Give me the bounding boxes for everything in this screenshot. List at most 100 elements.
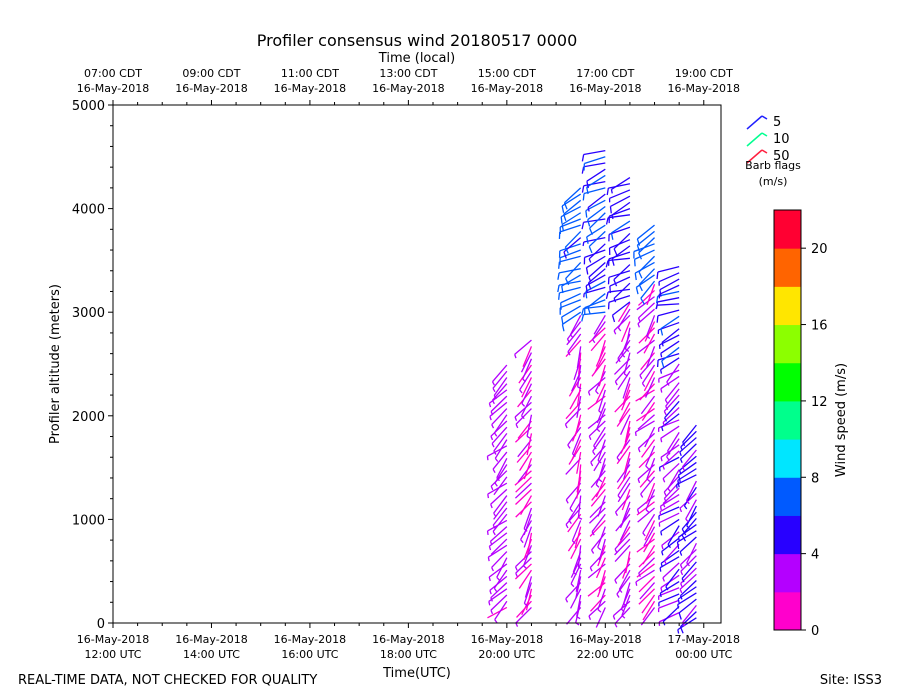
wind-barb-flag xyxy=(563,251,567,259)
wind-barb-flag xyxy=(490,597,493,602)
wind-barb xyxy=(639,383,656,401)
colorbar-segment xyxy=(774,515,801,555)
barb-legend-sample xyxy=(746,149,763,164)
wind-barb-flag xyxy=(581,314,585,322)
wind-barb xyxy=(680,548,697,566)
wind-barb xyxy=(576,383,582,406)
wind-barb xyxy=(618,402,631,423)
wind-barb xyxy=(570,538,582,560)
wind-barb-flag xyxy=(571,540,576,545)
wind-barb-flag xyxy=(526,435,531,440)
wind-barb xyxy=(679,536,697,553)
wind-barb xyxy=(523,507,533,529)
wind-barb-flag xyxy=(660,353,663,358)
axes: 0 1000 2000 3000 4000 5000 16-May-2018 12:00 UT… xyxy=(72,67,740,661)
wind-barb xyxy=(588,261,606,278)
wind-barb-flag xyxy=(522,378,527,383)
wind-barb-flag xyxy=(655,296,659,304)
y-tick-label: 1000 xyxy=(72,513,105,528)
wind-barb xyxy=(565,507,582,525)
wind-barb-flag xyxy=(616,593,620,598)
wind-barb xyxy=(642,513,656,534)
wind-barb-flag xyxy=(611,315,616,323)
wind-barb xyxy=(643,370,656,392)
wind-barb xyxy=(561,305,582,318)
wind-barb-flag xyxy=(561,224,565,232)
wind-barb-flag xyxy=(679,595,683,600)
wind-barb xyxy=(565,457,582,475)
wind-barb xyxy=(640,476,656,495)
wind-barb xyxy=(515,408,532,425)
wind-barb xyxy=(576,396,582,418)
x-axis-label: Time(UTC) xyxy=(382,666,451,681)
wind-barb-flag xyxy=(587,207,590,212)
wind-barb-flag xyxy=(487,493,490,499)
wind-barb-flag xyxy=(488,601,491,606)
wind-barb xyxy=(617,302,631,322)
wind-barb-flag xyxy=(567,351,571,356)
wind-barb xyxy=(586,224,606,238)
top-axis-label: Time (local) xyxy=(378,51,455,66)
wind-barb-flag xyxy=(662,422,666,427)
wind-barb xyxy=(657,309,680,317)
wind-barb xyxy=(559,218,581,228)
wind-barb xyxy=(682,424,697,443)
wind-barb-flag xyxy=(572,571,577,576)
barb-legend-label: 5 xyxy=(773,115,781,130)
wind-barb-flag xyxy=(638,271,643,279)
wind-barb-flag xyxy=(679,451,682,457)
wind-barb-flag xyxy=(493,395,497,400)
wind-barb-flag xyxy=(563,202,568,210)
wind-barb-flag xyxy=(614,548,618,553)
wind-barb xyxy=(598,569,606,592)
wind-barb xyxy=(679,573,697,590)
wind-barb xyxy=(521,377,533,398)
wind-barb-flag xyxy=(665,405,669,410)
wind-barb xyxy=(488,563,508,578)
wind-barb xyxy=(614,532,631,550)
wind-barb xyxy=(666,363,680,383)
wind-barb xyxy=(615,495,631,513)
wind-barb xyxy=(645,489,656,510)
wind-barb xyxy=(514,470,532,486)
wind-barb-flag xyxy=(661,342,664,347)
wind-barb xyxy=(585,199,606,212)
wind-barb xyxy=(617,370,631,391)
wind-barb xyxy=(493,476,508,496)
wind-barb-flag xyxy=(661,551,664,556)
wind-barb xyxy=(576,594,582,617)
wind-barb xyxy=(560,292,581,304)
wind-barb xyxy=(593,314,606,335)
wind-barb-flag xyxy=(496,477,500,482)
wind-barb-flag xyxy=(659,506,662,511)
wind-barb xyxy=(525,588,533,611)
wind-barb-flag xyxy=(488,546,492,551)
wind-barb-flag xyxy=(682,441,686,447)
wind-barb xyxy=(662,462,680,480)
wind-barb-flag xyxy=(656,271,659,280)
wind-barb-flag xyxy=(676,541,680,550)
top-tick-label-time: 15:00 CDT xyxy=(478,67,536,80)
wind-barb-flag xyxy=(565,524,569,529)
wind-barb xyxy=(640,280,656,299)
wind-barb xyxy=(644,377,656,398)
wind-barb xyxy=(493,433,508,452)
colorbar-segment xyxy=(774,439,801,478)
wind-barb-flag xyxy=(489,590,492,595)
wind-barb-flag xyxy=(677,604,680,609)
wind-barb xyxy=(587,293,606,308)
wind-barb xyxy=(644,520,656,541)
wind-barb xyxy=(685,499,697,520)
wind-barb xyxy=(597,495,606,517)
wind-barb-flag xyxy=(585,291,588,299)
wind-barb xyxy=(638,575,655,593)
wind-barb xyxy=(620,321,631,343)
top-tick-label-date: 16-May-2018 xyxy=(471,82,543,95)
wind-barb xyxy=(683,486,697,507)
wind-barb xyxy=(658,369,680,380)
wind-barb-flag xyxy=(588,615,592,620)
x-tick-label-time: 14:00 UTC xyxy=(183,648,240,661)
quality-disclaimer: REAL-TIME DATA, NOT CHECKED FOR QUALITY xyxy=(18,673,318,688)
colorbar-tick-label: 16 xyxy=(811,319,828,334)
wind-barb-flag xyxy=(493,432,498,437)
